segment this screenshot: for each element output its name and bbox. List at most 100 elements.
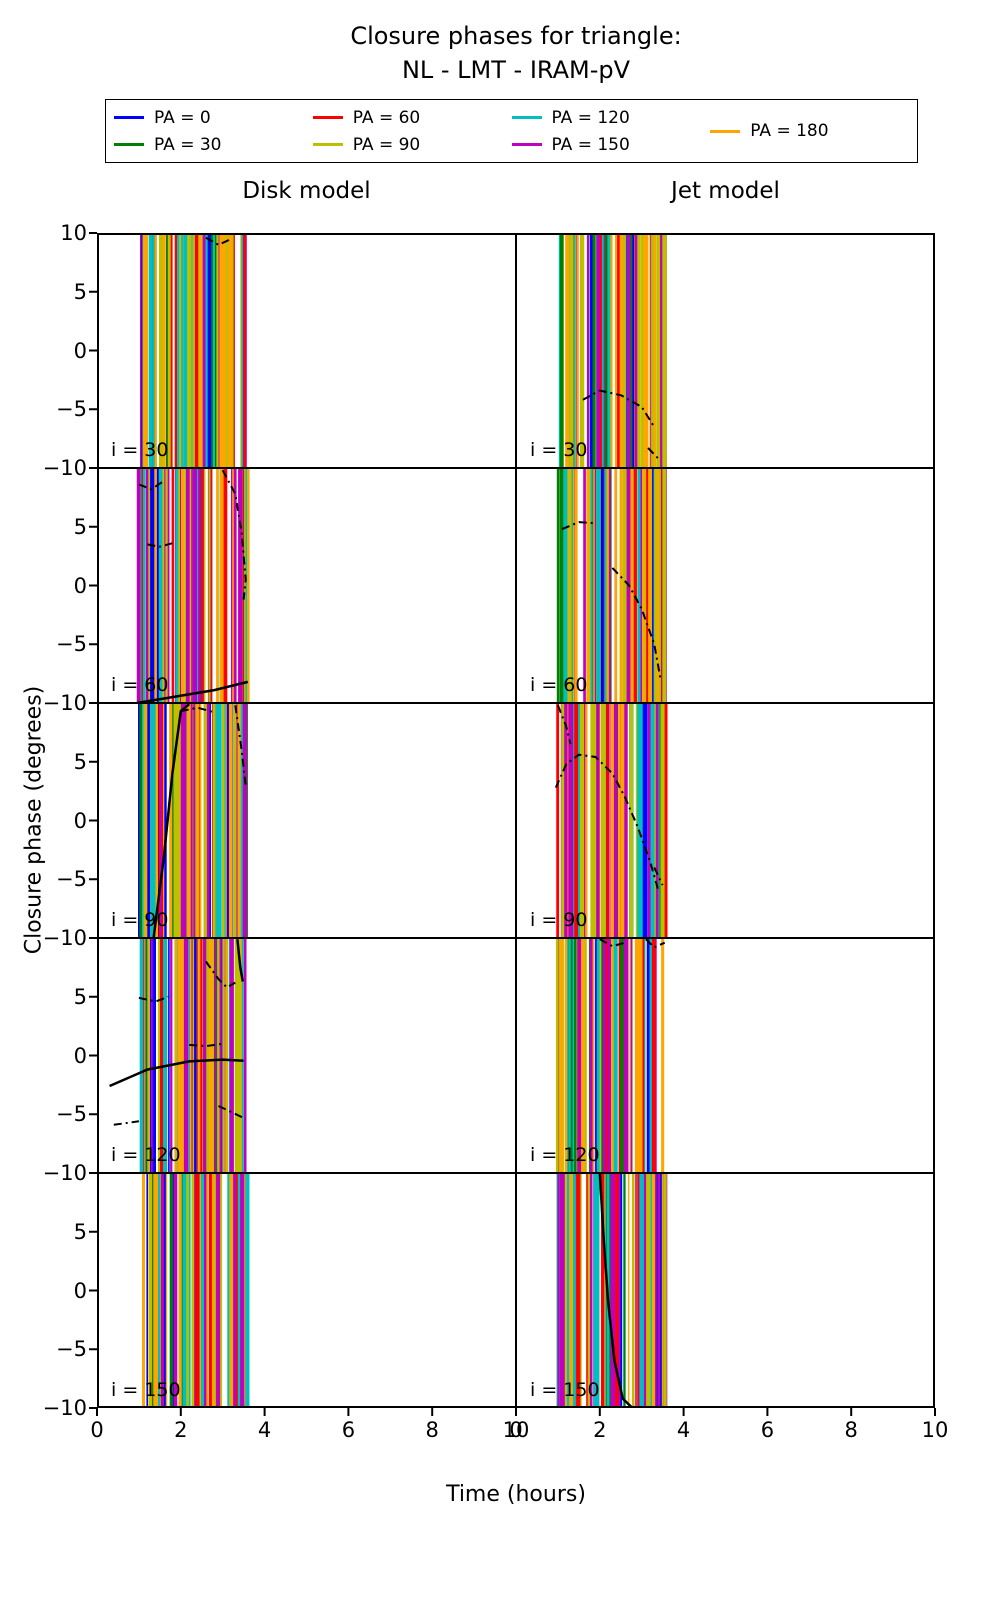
pa-curve-stripe	[194, 938, 197, 1173]
pa-curve-stripe	[622, 938, 625, 1173]
y-tick-label: 0	[73, 573, 87, 598]
panel-annotation: i = 30	[530, 439, 587, 461]
pa-curve-stripe	[578, 703, 581, 938]
x-tick-label: 6	[341, 1418, 356, 1442]
pa-curve-stripe	[158, 938, 160, 1173]
pa-curve-stripe	[627, 1173, 630, 1408]
pa-curve-stripe	[155, 1173, 159, 1408]
pa-curve-stripe	[596, 468, 600, 703]
pa-curve-stripe	[600, 468, 604, 703]
pa-curve-stripe	[663, 703, 668, 938]
pa-curve-stripe	[192, 233, 196, 468]
pa-curve-stripe	[147, 703, 151, 938]
pa-curve-stripe	[613, 1173, 615, 1408]
pa-curve-stripe	[158, 233, 163, 468]
pa-curve-stripe	[200, 938, 202, 1173]
pa-curve-stripe	[202, 938, 207, 1173]
pa-curve-stripe	[640, 703, 645, 938]
pa-curve-stripe	[617, 233, 621, 468]
pa-curve-stripe	[192, 468, 194, 703]
black-model-curve	[598, 1173, 634, 1408]
legend-column: PA = 120 PA = 150	[511, 104, 711, 158]
pa-curve-stripe	[576, 1173, 581, 1408]
y-tick-label: −5	[56, 1102, 87, 1127]
pa-curve-stripe	[142, 938, 145, 1173]
y-tick-label: 0	[73, 1043, 87, 1068]
pa-curve-stripe	[586, 233, 589, 468]
pa-curve-stripe	[637, 468, 641, 703]
y-tick-label: −10	[42, 456, 87, 480]
x-tick-label: 0	[90, 1418, 104, 1442]
pa-curve-stripe	[610, 1173, 614, 1408]
pa-curve-stripe	[663, 1173, 667, 1408]
pa-curve-stripe	[655, 703, 659, 938]
figure-title-line2: NL - LMT - IRAM-pV	[401, 56, 631, 84]
pa-curve-stripe	[569, 233, 574, 468]
pa-curve-stripe	[238, 468, 243, 703]
pa-curve-stripe	[215, 233, 219, 468]
pa-curve-stripe	[639, 1173, 644, 1408]
pa-curve-stripe	[151, 1173, 154, 1408]
pa-curve-stripe	[237, 703, 240, 938]
pa-curve-stripe	[600, 703, 604, 938]
pa-curve-stripe	[662, 468, 667, 703]
pa-curve-stripe	[569, 468, 572, 703]
legend-item: PA = 30	[114, 133, 313, 157]
pa-curve-stripe	[615, 1173, 619, 1408]
legend-item-label: PA = 90	[352, 134, 421, 155]
pa-curve-stripe	[644, 703, 648, 938]
pa-curve-stripe	[148, 1173, 153, 1408]
pa-curve-stripe	[222, 938, 225, 1173]
pa-curve-stripe	[580, 233, 585, 468]
pa-curve-stripe	[646, 938, 650, 1173]
pa-curve-stripe	[626, 233, 631, 468]
pa-curve-stripe	[613, 938, 618, 1173]
pa-curve-stripe	[212, 1173, 216, 1408]
pa-curve-stripe	[219, 938, 222, 1173]
pa-curve-stripe	[629, 703, 632, 938]
pa-curve-stripe	[604, 468, 608, 703]
y-tick-label: −10	[42, 926, 87, 950]
pa-curve-stripe	[662, 233, 667, 468]
figure-title: Closure phases for triangle: NL - LMT - …	[97, 22, 935, 84]
pa-curve-stripe	[614, 468, 618, 703]
pa-curve-stripe	[195, 468, 197, 703]
black-model-curve	[599, 938, 626, 948]
pa-curve-stripe	[596, 1173, 600, 1408]
black-model-curve	[236, 939, 245, 982]
pa-curve-stripe	[164, 703, 167, 938]
y-tick-label: 5	[73, 514, 87, 539]
pa-curve-stripe	[594, 233, 598, 468]
legend-item-label: PA = 120	[551, 107, 630, 128]
pa-curve-stripe	[583, 703, 587, 938]
subplot-jet-i=60	[556, 468, 667, 703]
y-tick-label: 5	[73, 749, 87, 774]
pa-curve-stripe	[175, 233, 180, 468]
pa-curve-stripe	[623, 1173, 626, 1408]
pa-curve-stripe	[244, 468, 247, 703]
pa-curve-stripe	[169, 703, 173, 938]
pa-curve-stripe	[595, 938, 597, 1173]
pa-curve-stripe	[648, 938, 653, 1173]
pa-curve-stripe	[573, 1173, 576, 1408]
pa-curve-stripe	[568, 468, 570, 703]
pa-curve-stripe	[596, 938, 600, 1173]
black-model-curve	[152, 703, 191, 938]
pa-curve-stripe	[556, 468, 560, 703]
pa-curve-stripe	[629, 233, 633, 468]
pa-curve-stripe	[187, 703, 191, 938]
black-model-curve	[205, 236, 230, 246]
y-tick-label: 5	[73, 984, 87, 1009]
pa-curve-stripe	[158, 1173, 161, 1408]
pa-curve-stripe	[216, 1173, 221, 1408]
pa-curve-stripe	[161, 1173, 164, 1408]
pa-curve-stripe	[201, 1173, 204, 1408]
pa-curve-stripe	[206, 938, 210, 1173]
pa-curve-stripe	[194, 703, 198, 938]
pa-curve-stripe	[622, 468, 627, 703]
pa-curve-stripe	[199, 233, 204, 468]
pa-curve-stripe	[245, 468, 247, 703]
pa-curve-stripe	[604, 233, 608, 468]
pa-curve-stripe	[148, 468, 151, 703]
